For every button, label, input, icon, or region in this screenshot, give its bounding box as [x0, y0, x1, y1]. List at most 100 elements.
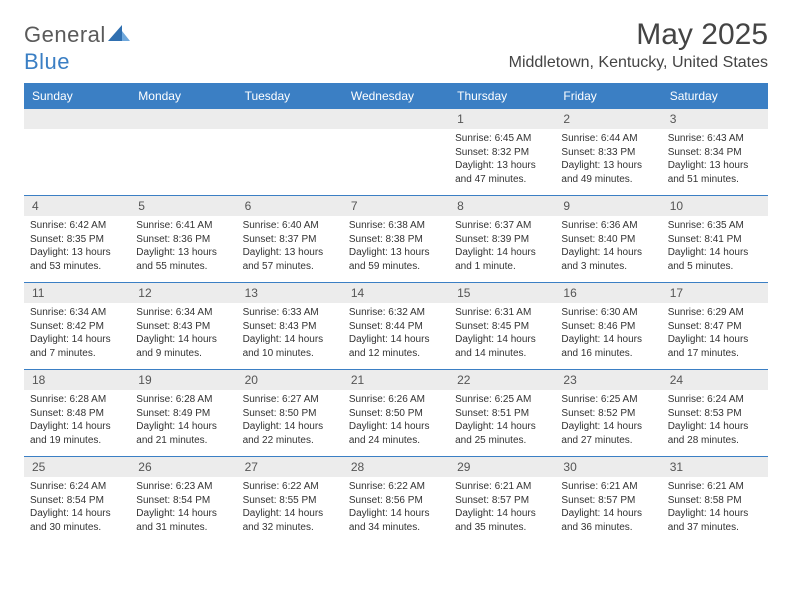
day-number: 25 — [24, 457, 130, 477]
day-number: 4 — [24, 196, 130, 216]
sunset-line: Sunset: 8:36 PM — [136, 233, 232, 247]
weeks-container: 1Sunrise: 6:45 AMSunset: 8:32 PMDaylight… — [24, 109, 768, 543]
brand-part1: General — [24, 22, 106, 47]
day-number: 3 — [662, 109, 768, 129]
day-number: 2 — [555, 109, 661, 129]
daylight-line: Daylight: 14 hours and 36 minutes. — [561, 507, 657, 534]
day-details: Sunrise: 6:22 AMSunset: 8:56 PMDaylight:… — [343, 477, 449, 538]
sunrise-line: Sunrise: 6:25 AM — [561, 393, 657, 407]
day-number: 12 — [130, 283, 236, 303]
location-text: Middletown, Kentucky, United States — [509, 54, 768, 72]
daylight-line: Daylight: 14 hours and 21 minutes. — [136, 420, 232, 447]
day-number: 1 — [449, 109, 555, 129]
daylight-line: Daylight: 14 hours and 30 minutes. — [30, 507, 126, 534]
sunset-line: Sunset: 8:45 PM — [455, 320, 551, 334]
day-cell: 17Sunrise: 6:29 AMSunset: 8:47 PMDayligh… — [662, 283, 768, 369]
sunrise-line: Sunrise: 6:22 AM — [349, 480, 445, 494]
dow-cell: Saturday — [662, 83, 768, 109]
daylight-line: Daylight: 13 hours and 51 minutes. — [668, 159, 764, 186]
day-details: Sunrise: 6:26 AMSunset: 8:50 PMDaylight:… — [343, 390, 449, 451]
day-cell: 9Sunrise: 6:36 AMSunset: 8:40 PMDaylight… — [555, 196, 661, 282]
sunrise-line: Sunrise: 6:28 AM — [30, 393, 126, 407]
dow-cell: Monday — [130, 83, 236, 109]
day-cell: 28Sunrise: 6:22 AMSunset: 8:56 PMDayligh… — [343, 457, 449, 543]
day-number: 19 — [130, 370, 236, 390]
day-cell: 30Sunrise: 6:21 AMSunset: 8:57 PMDayligh… — [555, 457, 661, 543]
day-details: Sunrise: 6:24 AMSunset: 8:54 PMDaylight:… — [24, 477, 130, 538]
day-cell — [24, 109, 130, 195]
sunset-line: Sunset: 8:46 PM — [561, 320, 657, 334]
day-details: Sunrise: 6:44 AMSunset: 8:33 PMDaylight:… — [555, 129, 661, 190]
day-number: 8 — [449, 196, 555, 216]
sail-icon — [108, 23, 130, 49]
day-number: 15 — [449, 283, 555, 303]
day-cell: 2Sunrise: 6:44 AMSunset: 8:33 PMDaylight… — [555, 109, 661, 195]
day-cell: 14Sunrise: 6:32 AMSunset: 8:44 PMDayligh… — [343, 283, 449, 369]
daylight-line: Daylight: 13 hours and 59 minutes. — [349, 246, 445, 273]
day-cell: 29Sunrise: 6:21 AMSunset: 8:57 PMDayligh… — [449, 457, 555, 543]
day-details: Sunrise: 6:27 AMSunset: 8:50 PMDaylight:… — [237, 390, 343, 451]
day-number: 23 — [555, 370, 661, 390]
day-details: Sunrise: 6:41 AMSunset: 8:36 PMDaylight:… — [130, 216, 236, 277]
brand-text: GeneralBlue — [24, 22, 130, 75]
daylight-line: Daylight: 14 hours and 35 minutes. — [455, 507, 551, 534]
day-cell: 6Sunrise: 6:40 AMSunset: 8:37 PMDaylight… — [237, 196, 343, 282]
daylight-line: Daylight: 14 hours and 9 minutes. — [136, 333, 232, 360]
sunrise-line: Sunrise: 6:43 AM — [668, 132, 764, 146]
daylight-line: Daylight: 14 hours and 32 minutes. — [243, 507, 339, 534]
day-cell: 10Sunrise: 6:35 AMSunset: 8:41 PMDayligh… — [662, 196, 768, 282]
daylight-line: Daylight: 14 hours and 37 minutes. — [668, 507, 764, 534]
day-number: 13 — [237, 283, 343, 303]
dow-cell: Friday — [555, 83, 661, 109]
week-row: 18Sunrise: 6:28 AMSunset: 8:48 PMDayligh… — [24, 369, 768, 456]
day-cell: 27Sunrise: 6:22 AMSunset: 8:55 PMDayligh… — [237, 457, 343, 543]
day-cell — [343, 109, 449, 195]
day-cell: 4Sunrise: 6:42 AMSunset: 8:35 PMDaylight… — [24, 196, 130, 282]
day-cell: 16Sunrise: 6:30 AMSunset: 8:46 PMDayligh… — [555, 283, 661, 369]
sunset-line: Sunset: 8:49 PM — [136, 407, 232, 421]
sunset-line: Sunset: 8:48 PM — [30, 407, 126, 421]
day-number: 6 — [237, 196, 343, 216]
month-title: May 2025 — [509, 18, 768, 52]
title-block: May 2025 Middletown, Kentucky, United St… — [509, 18, 768, 72]
sunrise-line: Sunrise: 6:21 AM — [668, 480, 764, 494]
day-cell: 15Sunrise: 6:31 AMSunset: 8:45 PMDayligh… — [449, 283, 555, 369]
day-details: Sunrise: 6:38 AMSunset: 8:38 PMDaylight:… — [343, 216, 449, 277]
day-cell: 1Sunrise: 6:45 AMSunset: 8:32 PMDaylight… — [449, 109, 555, 195]
sunset-line: Sunset: 8:52 PM — [561, 407, 657, 421]
brand-logo: GeneralBlue — [24, 22, 130, 75]
day-cell: 7Sunrise: 6:38 AMSunset: 8:38 PMDaylight… — [343, 196, 449, 282]
day-details: Sunrise: 6:21 AMSunset: 8:58 PMDaylight:… — [662, 477, 768, 538]
day-number: 29 — [449, 457, 555, 477]
daylight-line: Daylight: 14 hours and 19 minutes. — [30, 420, 126, 447]
sunset-line: Sunset: 8:53 PM — [668, 407, 764, 421]
day-number: 9 — [555, 196, 661, 216]
day-details: Sunrise: 6:22 AMSunset: 8:55 PMDaylight:… — [237, 477, 343, 538]
calendar-page: GeneralBlue May 2025 Middletown, Kentuck… — [0, 0, 792, 553]
sunset-line: Sunset: 8:50 PM — [349, 407, 445, 421]
day-number: 14 — [343, 283, 449, 303]
day-details: Sunrise: 6:25 AMSunset: 8:51 PMDaylight:… — [449, 390, 555, 451]
daylight-line: Daylight: 14 hours and 25 minutes. — [455, 420, 551, 447]
day-cell: 21Sunrise: 6:26 AMSunset: 8:50 PMDayligh… — [343, 370, 449, 456]
sunrise-line: Sunrise: 6:42 AM — [30, 219, 126, 233]
day-details: Sunrise: 6:45 AMSunset: 8:32 PMDaylight:… — [449, 129, 555, 190]
sunrise-line: Sunrise: 6:21 AM — [455, 480, 551, 494]
sunset-line: Sunset: 8:40 PM — [561, 233, 657, 247]
sunrise-line: Sunrise: 6:25 AM — [455, 393, 551, 407]
sunrise-line: Sunrise: 6:29 AM — [668, 306, 764, 320]
dow-cell: Sunday — [24, 83, 130, 109]
daylight-line: Daylight: 14 hours and 17 minutes. — [668, 333, 764, 360]
sunrise-line: Sunrise: 6:34 AM — [136, 306, 232, 320]
daylight-line: Daylight: 14 hours and 24 minutes. — [349, 420, 445, 447]
day-cell: 3Sunrise: 6:43 AMSunset: 8:34 PMDaylight… — [662, 109, 768, 195]
day-number: 7 — [343, 196, 449, 216]
daylight-line: Daylight: 14 hours and 5 minutes. — [668, 246, 764, 273]
day-number — [130, 109, 236, 129]
sunrise-line: Sunrise: 6:33 AM — [243, 306, 339, 320]
daylight-line: Daylight: 14 hours and 22 minutes. — [243, 420, 339, 447]
sunrise-line: Sunrise: 6:26 AM — [349, 393, 445, 407]
day-details: Sunrise: 6:30 AMSunset: 8:46 PMDaylight:… — [555, 303, 661, 364]
sunset-line: Sunset: 8:47 PM — [668, 320, 764, 334]
day-cell: 18Sunrise: 6:28 AMSunset: 8:48 PMDayligh… — [24, 370, 130, 456]
